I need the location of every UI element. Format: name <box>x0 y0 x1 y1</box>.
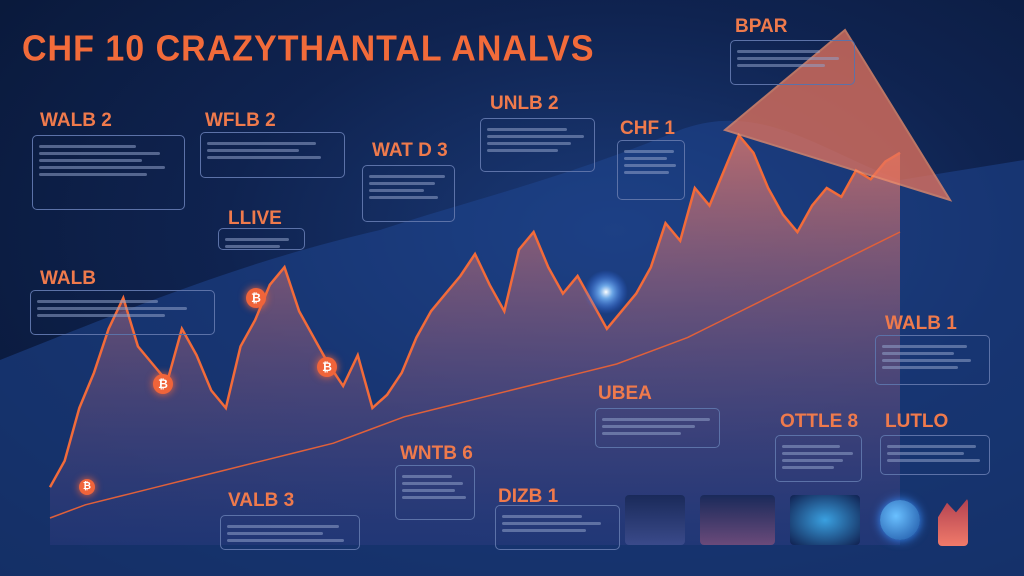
glow-star <box>584 270 628 314</box>
callout-box <box>730 40 855 85</box>
callout-label: VALB 3 <box>228 490 295 511</box>
price-line <box>48 132 901 488</box>
callout-box <box>362 165 455 222</box>
callout-label: WALB <box>40 268 96 289</box>
callout-box <box>495 505 620 550</box>
callout-label: UBEA <box>598 383 652 404</box>
callout-box <box>218 228 305 250</box>
callout-box <box>617 140 685 200</box>
callout-label: WNTB 6 <box>400 443 473 464</box>
triangle-arrow-icon <box>722 28 953 202</box>
bitcoin-coin-icon: ₿ <box>79 479 95 495</box>
page-title: CHF 10 CRAZYTHANTAL ANALVS <box>22 29 595 69</box>
bitcoin-coin-icon: ₿ <box>317 357 337 377</box>
callout-box <box>32 135 185 210</box>
callout-label: WALB 2 <box>40 110 112 131</box>
callout-label: UNLB 2 <box>490 93 559 114</box>
bitcoin-coin-icon: ₿ <box>153 374 173 394</box>
mini-chart-thumbnail <box>700 495 775 545</box>
callout-box <box>480 118 595 172</box>
callout-label: WALB 1 <box>885 313 957 334</box>
callout-box <box>595 408 720 448</box>
callout-label: CHF 1 <box>620 118 675 139</box>
price-area <box>50 135 900 545</box>
callout-label: BPAR <box>735 16 788 37</box>
callout-label: OTTLE 8 <box>780 411 859 432</box>
callout-label: WFLB 2 <box>205 110 276 131</box>
callout-box <box>875 335 990 385</box>
mini-chart-thumbnail <box>790 495 860 545</box>
callout-box <box>880 435 990 475</box>
callout-box <box>775 435 862 482</box>
callout-label: DIZB 1 <box>498 486 559 507</box>
bitcoin-coin-icon: ₿ <box>246 288 266 308</box>
callout-label: LLIVE <box>228 208 282 229</box>
globe-icon <box>880 500 920 540</box>
callout-label: LUTLO <box>885 411 949 432</box>
trend-line <box>49 231 901 519</box>
callout-box <box>395 465 475 520</box>
mini-chart-thumbnail <box>625 495 685 545</box>
callout-box <box>220 515 360 550</box>
callout-label: WAT D 3 <box>372 140 448 161</box>
callout-box <box>30 290 215 335</box>
callout-box <box>200 132 345 178</box>
